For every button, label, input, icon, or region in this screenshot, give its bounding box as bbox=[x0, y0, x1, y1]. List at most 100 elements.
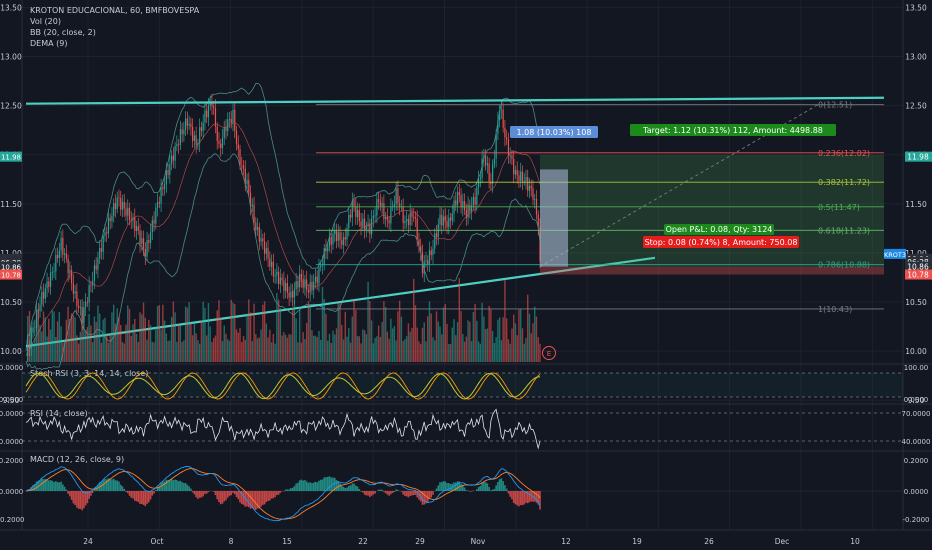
macd-hist-bar bbox=[326, 476, 329, 491]
position-loss-zone[interactable] bbox=[540, 266, 884, 275]
macd-hist-bar bbox=[249, 491, 252, 509]
indicator-dema[interactable]: DEMA (9) bbox=[30, 39, 68, 48]
macd-hist-bar bbox=[88, 491, 90, 499]
volume-bar bbox=[156, 306, 159, 362]
volume-bar bbox=[295, 318, 297, 362]
volume-bar bbox=[163, 320, 166, 362]
candle-body bbox=[155, 207, 157, 224]
volume-bar bbox=[246, 313, 248, 362]
stop-label-bg bbox=[643, 236, 799, 248]
macd-hist-bar bbox=[453, 482, 455, 491]
candle-body bbox=[499, 110, 501, 121]
position-profit-zone[interactable] bbox=[540, 154, 884, 267]
macd-hist-bar bbox=[397, 489, 399, 491]
volume-bar bbox=[121, 341, 124, 362]
macd-hist-bar bbox=[435, 488, 438, 491]
candle-body bbox=[432, 248, 434, 256]
volume-bar bbox=[195, 333, 197, 362]
volume-bar bbox=[262, 304, 264, 362]
candle-body bbox=[204, 110, 206, 123]
support-trendline[interactable] bbox=[25, 256, 656, 348]
volume-bar bbox=[81, 311, 83, 362]
volume-bar bbox=[149, 325, 152, 362]
macd-hist-bar bbox=[388, 491, 390, 496]
volume-bar bbox=[137, 341, 139, 362]
macd-hist-bar bbox=[502, 481, 504, 491]
macd-hist-bar bbox=[232, 491, 234, 493]
volume-bar bbox=[27, 316, 29, 362]
volume-bar bbox=[174, 312, 176, 362]
macd-hist-bar bbox=[307, 482, 310, 491]
candle-body bbox=[232, 109, 234, 124]
price-tick-left: 13.50 bbox=[0, 3, 22, 12]
candle-body bbox=[72, 283, 74, 294]
candle-body bbox=[474, 196, 476, 205]
volume-bar bbox=[320, 339, 322, 362]
volume-bar bbox=[376, 336, 378, 362]
candle-body bbox=[397, 188, 399, 204]
candle-body bbox=[356, 210, 359, 218]
macd-hist-bar bbox=[321, 479, 324, 491]
volume-bar bbox=[365, 334, 368, 362]
macd-hist-bar bbox=[46, 478, 48, 491]
macd-hist-bar bbox=[304, 480, 306, 491]
candle-body bbox=[181, 129, 183, 135]
candle-body bbox=[107, 217, 110, 234]
price-range-measure[interactable] bbox=[540, 169, 568, 267]
candle-body bbox=[302, 278, 304, 288]
indicator-vol[interactable]: Vol (20) bbox=[30, 17, 61, 26]
candle-body bbox=[297, 281, 299, 288]
macd-hist-bar bbox=[479, 485, 482, 491]
price-badge-left: 10.78 bbox=[1, 272, 21, 280]
macd-hist-bar bbox=[290, 488, 292, 491]
candle-body bbox=[425, 260, 427, 262]
candle-body bbox=[86, 301, 88, 303]
candle-body bbox=[286, 283, 288, 293]
rsi-axis-tick-left: 0.0000 bbox=[0, 410, 23, 418]
candle-body bbox=[404, 221, 406, 224]
stop-label: Stop: 0.08 (0.74%) 8, Amount: 750.08 bbox=[645, 238, 798, 247]
candle-body bbox=[435, 233, 438, 238]
candle-body bbox=[478, 179, 480, 188]
candle-body bbox=[93, 265, 96, 281]
volume-bar bbox=[395, 340, 397, 362]
resistance-trendline[interactable] bbox=[25, 96, 885, 105]
macd-hist-bar bbox=[81, 491, 83, 511]
candle-body bbox=[442, 216, 445, 226]
candle-body bbox=[423, 261, 425, 274]
candle-body bbox=[511, 155, 513, 160]
candle-body bbox=[309, 282, 311, 293]
volume-bar bbox=[218, 300, 220, 362]
volume-bar bbox=[393, 326, 396, 362]
candle-body bbox=[463, 201, 466, 211]
macd-hist-bar bbox=[65, 489, 68, 491]
volume-bar bbox=[134, 318, 136, 362]
candle-body bbox=[92, 280, 94, 286]
time-axis-tick: 24 bbox=[83, 537, 93, 546]
candle-body bbox=[327, 246, 329, 252]
earnings-marker[interactable] bbox=[542, 346, 556, 360]
candle-body bbox=[530, 186, 532, 189]
stoch-axis-tick: 100.00 bbox=[904, 364, 929, 372]
volume-bar bbox=[360, 343, 362, 362]
candle-body bbox=[156, 202, 159, 208]
candle-body bbox=[532, 188, 534, 200]
macd-axis-tick-left: 0.0000 bbox=[0, 488, 23, 496]
volume-bar bbox=[193, 322, 196, 362]
candle-body bbox=[65, 253, 67, 259]
indicator-bb[interactable]: BB (20, close, 2) bbox=[30, 28, 96, 37]
candle-body bbox=[148, 240, 150, 244]
volume-bar bbox=[220, 317, 222, 362]
macd-hist-bar bbox=[458, 481, 461, 491]
macd-hist-bar bbox=[207, 491, 210, 493]
candle-body bbox=[328, 236, 331, 247]
macd-hist-bar bbox=[514, 491, 517, 505]
candle-body bbox=[248, 180, 250, 193]
macd-hist-bar bbox=[395, 489, 397, 491]
price-badge-left: 11.98 bbox=[1, 154, 21, 162]
candle-body bbox=[318, 267, 320, 284]
candle-body bbox=[95, 265, 97, 270]
macd-hist-bar bbox=[195, 491, 197, 498]
